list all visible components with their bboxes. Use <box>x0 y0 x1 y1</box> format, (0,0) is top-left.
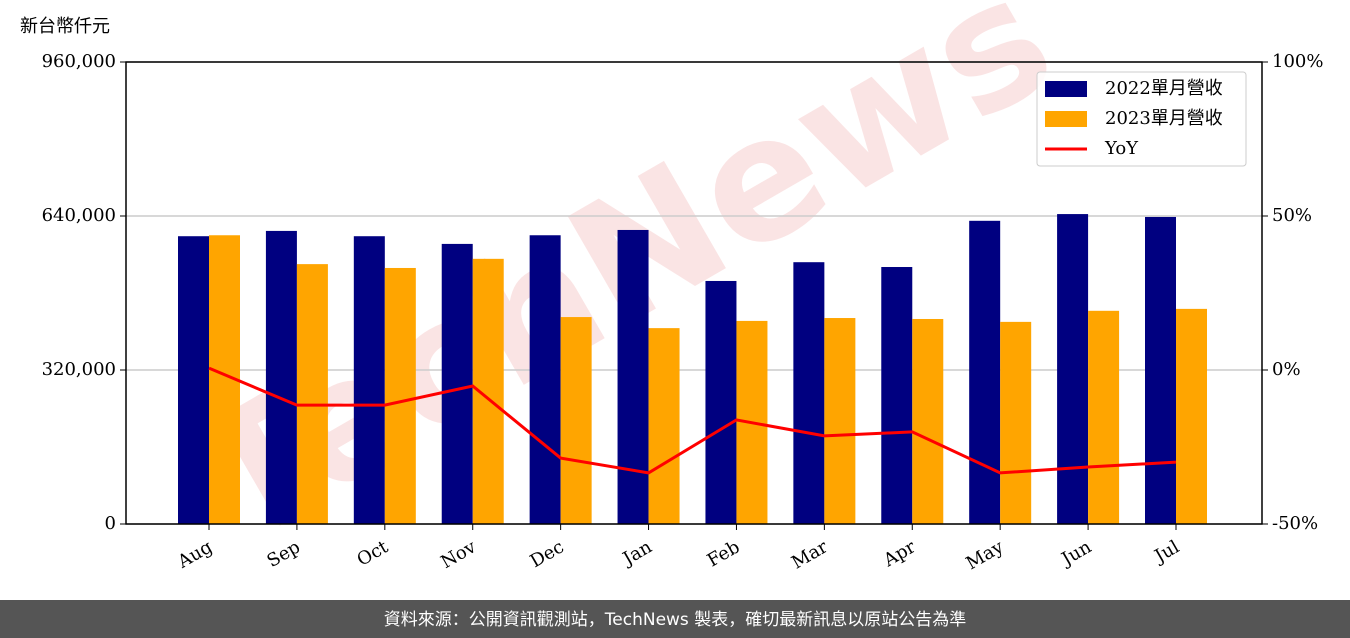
x-tick-label: Oct <box>354 536 393 571</box>
bar <box>560 317 592 524</box>
bar <box>881 267 913 524</box>
x-tick-label: Nov <box>437 536 480 573</box>
y2-tick-label: 50% <box>1272 205 1312 226</box>
legend-label: 2023單月營收 <box>1105 108 1223 129</box>
unit-label: 新台幣仟元 <box>20 16 110 37</box>
bar <box>969 220 1001 524</box>
bar <box>705 280 737 524</box>
bar <box>1088 310 1120 524</box>
bar <box>178 236 209 524</box>
bar <box>912 318 944 524</box>
plot-frame <box>125 61 1263 525</box>
y-tick-label: 640,000 <box>42 205 116 226</box>
y2-tick-label: 100% <box>1272 51 1323 72</box>
x-tick-label: Jan <box>618 536 656 570</box>
bar <box>296 264 328 524</box>
x-tick-label: May <box>963 536 1008 574</box>
x-tick-label: Apr <box>879 536 919 571</box>
bar <box>617 229 649 525</box>
legend-swatch <box>1045 81 1087 97</box>
bar <box>441 243 473 524</box>
legend-box <box>1036 71 1247 167</box>
bar <box>265 230 297 524</box>
bar <box>648 328 680 524</box>
y2-tick-label: -50% <box>1272 513 1318 534</box>
bar <box>1176 308 1207 524</box>
bar <box>793 262 825 524</box>
x-tick-label: Aug <box>173 536 216 573</box>
y2-tick-label: 0% <box>1272 359 1301 380</box>
bar <box>1000 321 1032 524</box>
bar <box>1145 216 1176 524</box>
bar <box>353 236 385 524</box>
x-tick-label: Dec <box>527 536 568 572</box>
bar <box>384 267 416 524</box>
bar <box>1057 214 1089 524</box>
legend-swatch <box>1045 111 1087 127</box>
x-tick-label: Jun <box>1057 536 1096 571</box>
bar <box>824 318 856 524</box>
bar <box>529 235 561 524</box>
legend-label: YoY <box>1104 138 1139 159</box>
y-tick-label: 0 <box>105 513 116 534</box>
legend-label: 2022單月營收 <box>1105 78 1223 99</box>
y-tick-label: 960,000 <box>42 51 116 72</box>
x-tick-label: Jul <box>1149 536 1183 568</box>
y-tick-label: 320,000 <box>42 359 116 380</box>
x-tick-label: Mar <box>788 536 832 573</box>
x-tick-label: Feb <box>704 536 744 571</box>
footer: 資料來源：公開資訊觀測站，TechNews 製表，確切最新訊息以原站公告為準 <box>384 610 966 630</box>
line <box>208 366 1177 475</box>
footer-bar <box>0 600 1350 638</box>
